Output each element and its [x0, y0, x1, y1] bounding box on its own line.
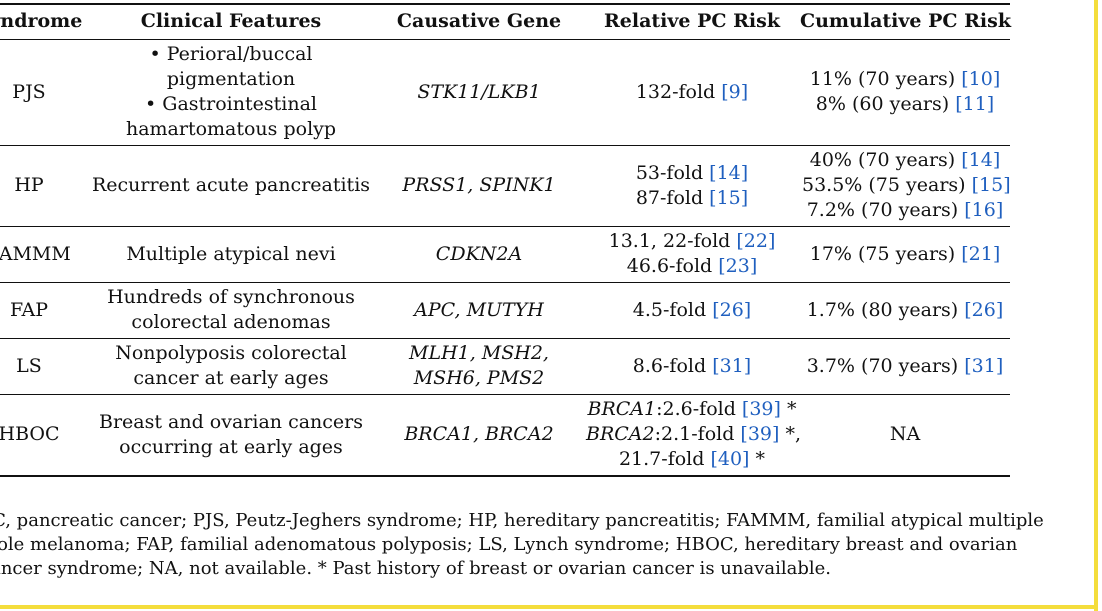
feature-line: hamartomatous polyp: [125, 118, 337, 140]
bullet-icon: •: [145, 93, 157, 115]
footnote-line: mole melanoma; FAP, familial adenomatous…: [0, 534, 1018, 555]
gene-cell: MLH1, MSH2, MSH6, PMS2: [374, 338, 584, 395]
reference-link[interactable]: [40]: [710, 448, 750, 470]
relative-risk-cell: 13.1, 22-fold [22] 46.6-fold [23]: [584, 226, 800, 283]
relative-risk-cell: 53-fold [14] 87-fold [15]: [584, 145, 800, 227]
reference-link[interactable]: [26]: [712, 298, 752, 321]
reference-link[interactable]: [9]: [721, 80, 749, 103]
table-row: LS Nonpolyposis colorectal cancer at ear…: [0, 338, 1010, 395]
syndrome-cell: PJS: [0, 39, 88, 146]
header-relative-risk: Relative PC Risk: [584, 3, 800, 40]
features-cell: Breast and ovarian cancers occurring at …: [88, 394, 374, 477]
reference-link[interactable]: [11]: [955, 93, 995, 115]
table-header-row: Syndrome Clinical Features Causative Gen…: [0, 3, 1011, 40]
syndrome-cell: HBOC: [0, 394, 88, 477]
gene-cell: STK11/LKB1: [374, 39, 584, 146]
syndrome-cell: FAP: [0, 282, 88, 339]
cumulative-risk-cell: NA: [800, 394, 1010, 477]
features-cell: Nonpolyposis colorectal cancer at early …: [88, 338, 374, 395]
cumulative-risk-cell: 40% (70 years) [14] 53.5% (75 years) [15…: [800, 145, 1011, 227]
frame-border-bottom: [0, 605, 1098, 609]
reference-link[interactable]: [26]: [964, 298, 1004, 321]
reference-link[interactable]: [31]: [712, 354, 752, 377]
cumulative-risk-cell: 11% (70 years) [10] 8% (60 years) [11]: [800, 39, 1010, 146]
feature-line: • Perioral/buccal: [149, 43, 313, 65]
frame-border-right: [1094, 0, 1098, 611]
table-row: HP Recurrent acute pancreatitis PRSS1, S…: [0, 145, 1011, 227]
relative-risk-cell: BRCA1:2.6-fold [39] * BRCA2:2.1-fold [39…: [584, 394, 801, 477]
reference-link[interactable]: [15]: [709, 186, 749, 209]
reference-link[interactable]: [15]: [971, 174, 1011, 196]
pancreatic-cancer-syndrome-table: Syndrome Clinical Features Causative Gen…: [0, 3, 1011, 477]
bullet-icon: •: [149, 43, 161, 65]
gene-cell: BRCA1, BRCA2: [374, 394, 584, 477]
syndrome-cell: LS: [0, 338, 88, 395]
syndrome-cell: FAMMM: [0, 226, 88, 283]
features-cell: Hundreds of synchronous colorectal adeno…: [88, 282, 374, 339]
features-cell: • Perioral/buccal pigmentation • Gastroi…: [88, 39, 374, 146]
cumulative-risk-cell: 17% (75 years) [21]: [800, 226, 1010, 283]
reference-link[interactable]: [31]: [964, 354, 1004, 377]
feature-line: • Gastrointestinal: [145, 93, 317, 115]
footnote-line: cancer syndrome; NA, not available. * Pa…: [0, 558, 831, 579]
reference-link[interactable]: [22]: [736, 230, 776, 252]
relative-risk-cell: 4.5-fold [26]: [584, 282, 800, 339]
gene-cell: CDKN2A: [374, 226, 584, 283]
reference-link[interactable]: [14]: [961, 149, 1001, 171]
cumulative-risk-cell: 1.7% (80 years) [26]: [800, 282, 1010, 339]
reference-link[interactable]: [39]: [740, 423, 780, 445]
reference-link[interactable]: [21]: [961, 242, 1001, 265]
header-causative-gene: Causative Gene: [374, 3, 584, 40]
features-cell: Recurrent acute pancreatitis: [88, 145, 374, 227]
gene-cell: PRSS1, SPINK1: [374, 145, 584, 227]
gene-cell: APC, MUTYH: [374, 282, 584, 339]
footnote-line: PC, pancreatic cancer; PJS, Peutz-Jegher…: [0, 510, 1044, 531]
reference-link[interactable]: [14]: [709, 161, 749, 184]
reference-link[interactable]: [23]: [718, 255, 758, 277]
reference-link[interactable]: [10]: [961, 68, 1001, 90]
table-footnote: PC, pancreatic cancer; PJS, Peutz-Jegher…: [0, 509, 1044, 581]
cumulative-risk-cell: 3.7% (70 years) [31]: [800, 338, 1010, 395]
features-cell: Multiple atypical nevi: [88, 226, 374, 283]
reference-link[interactable]: [16]: [964, 199, 1004, 221]
syndrome-cell: HP: [0, 145, 88, 227]
table-row: HBOC Breast and ovarian cancers occurrin…: [0, 394, 1010, 477]
table-row: FAMMM Multiple atypical nevi CDKN2A 13.1…: [0, 226, 1010, 283]
table-row: FAP Hundreds of synchronous colorectal a…: [0, 282, 1010, 339]
header-cumulative-risk: Cumulative PC Risk: [800, 3, 1011, 40]
reference-link[interactable]: [39]: [741, 398, 781, 420]
table-row: PJS • Perioral/buccal pigmentation • Gas…: [0, 39, 1010, 146]
feature-line: pigmentation: [166, 68, 296, 90]
relative-risk-cell: 132-fold [9]: [584, 39, 800, 146]
header-clinical-features: Clinical Features: [88, 3, 374, 40]
relative-risk-cell: 8.6-fold [31]: [584, 338, 800, 395]
header-syndrome: Syndrome: [0, 3, 88, 40]
